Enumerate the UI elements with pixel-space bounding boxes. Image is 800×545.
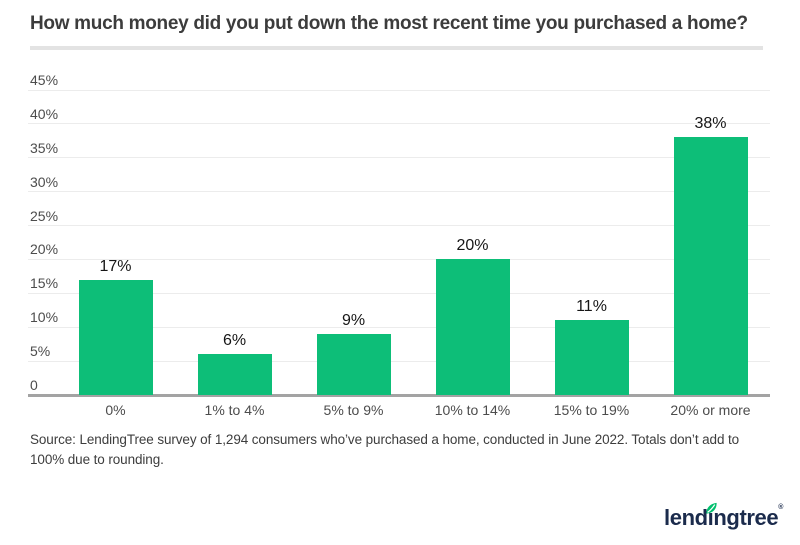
bar-value-label: 11% [576,298,607,316]
gridline-15% [28,292,770,294]
gridline-25% [28,225,770,227]
chart-title: How much money did you put down the most… [30,13,748,34]
gridline-40% [28,123,770,125]
x-tick-label: 1% to 4% [204,402,265,418]
x-tick-label: 5% to 9% [323,402,384,418]
title-divider [30,46,763,50]
bar-value-label: 9% [341,312,366,329]
source-note: Source: LendingTree survey of 1,294 cons… [30,432,740,467]
gridline-20% [28,258,770,260]
leaf-icon [706,502,717,514]
bar-1% to 4% [197,354,272,395]
lendingtree-logo: lendı ngtree® [664,501,783,535]
x-tick-label: 0% [105,402,126,418]
y-tick-label: 40% [30,105,59,122]
y-tick-label: 35% [30,139,59,156]
y-tick-label: 15% [30,275,59,292]
registered-mark: ® [778,504,783,511]
bar-value-label: 38% [694,115,727,133]
bar-0% [78,279,153,395]
y-tick-label: 45% [30,72,59,88]
x-tick-label: 15% to 19% [553,402,630,418]
gridline-10% [28,326,770,328]
y-tick-label: 30% [30,173,59,190]
bar-5% to 9% [316,334,391,395]
bar-value-label: 6% [222,332,247,350]
gridline-35% [28,157,770,159]
bar-value-label: 17% [99,257,132,275]
plot-area: 45% 40% 35% 30% 25% 20% 15% 10% 5% 0 17% 0% 6% 1% to … [28,73,770,418]
bar-15% to 19% [554,320,629,395]
x-axis-baseline [28,394,770,397]
bar-value-label: 20% [456,237,489,255]
bar-20% or more [673,137,748,395]
y-tick-label: 0 [30,377,38,393]
gridline-30% [28,191,770,193]
gridline-45% [28,89,770,91]
logo-letter-i: ı [706,501,717,535]
gridline-5% [28,360,770,362]
bar-10% to 14% [435,259,510,395]
x-tick-label: 10% to 14% [434,402,511,418]
y-tick-label: 20% [30,241,59,258]
logo-text-post: ngtree [713,505,779,530]
y-tick-label: 10% [30,309,59,326]
y-tick-label: 25% [30,207,59,224]
logo-text-pre: lend [664,505,708,530]
y-tick-label: 5% [30,343,51,360]
x-tick-label: 20% or more [670,402,751,418]
